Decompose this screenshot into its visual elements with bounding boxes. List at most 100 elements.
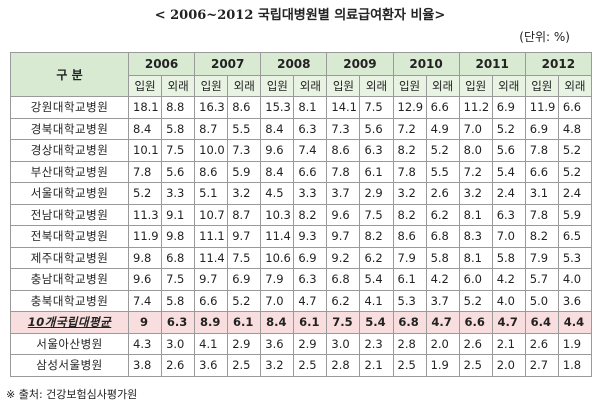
inpatient-value: 7.0 bbox=[260, 289, 295, 312]
outpatient-value: 8.7 bbox=[227, 203, 262, 226]
inpatient-value: 11.4 bbox=[194, 246, 229, 269]
outpatient-value: 7.0 bbox=[491, 225, 526, 248]
outpatient-value: 6.6 bbox=[425, 96, 460, 119]
inpatient-value: 3.7 bbox=[326, 182, 361, 205]
outpatient-value: 6.9 bbox=[293, 246, 328, 269]
inpatient-value: 6.1 bbox=[392, 268, 427, 291]
year-header: 2006 bbox=[127, 52, 196, 76]
outpatient-value: 5.4 bbox=[359, 311, 394, 334]
inpatient-value: 5.0 bbox=[524, 289, 559, 312]
outpatient-value: 2.9 bbox=[227, 332, 262, 355]
inpatient-value: 6.6 bbox=[524, 160, 559, 183]
inpatient-value: 2.7 bbox=[524, 354, 559, 377]
inpatient-value: 10.7 bbox=[194, 203, 229, 226]
outpatient-value: 5.9 bbox=[557, 203, 593, 226]
hospital-name: 경북대학교병원 bbox=[10, 117, 129, 140]
outpatient-value: 6.3 bbox=[161, 311, 196, 334]
outpatient-value: 4.4 bbox=[557, 311, 593, 334]
inpatient-value: 7.2 bbox=[392, 117, 427, 140]
inpatient-value: 6.2 bbox=[326, 289, 361, 312]
outpatient-value: 3.3 bbox=[293, 182, 328, 205]
outpatient-value: 6.3 bbox=[359, 139, 394, 162]
category-header: 구 분 bbox=[10, 52, 129, 97]
outpatient-value: 6.8 bbox=[161, 246, 196, 269]
outpatient-value: 5.2 bbox=[227, 289, 262, 312]
inpatient-value: 8.4 bbox=[260, 160, 295, 183]
inpatient-value: 6.9 bbox=[524, 117, 559, 140]
inpatient-value: 9.7 bbox=[326, 225, 361, 248]
inpatient-value: 5.2 bbox=[127, 182, 163, 205]
hospital-name: 삼성서울병원 bbox=[10, 354, 129, 377]
inpatient-value: 15.3 bbox=[260, 96, 295, 119]
inpatient-value: 16.3 bbox=[194, 96, 229, 119]
inpatient-value: 5.2 bbox=[458, 289, 493, 312]
inpatient-value: 9 bbox=[127, 311, 163, 334]
outpatient-value: 6.9 bbox=[227, 268, 262, 291]
inpatient-value: 7.8 bbox=[392, 160, 427, 183]
outpatient-header: 외래 bbox=[425, 75, 460, 97]
outpatient-value: 5.8 bbox=[161, 289, 196, 312]
inpatient-value: 5.3 bbox=[392, 289, 427, 312]
outpatient-value: 6.3 bbox=[293, 117, 328, 140]
inpatient-value: 2.5 bbox=[392, 354, 427, 377]
outpatient-value: 2.6 bbox=[161, 354, 196, 377]
hospital-name: 서울대학교병원 bbox=[10, 182, 129, 205]
inpatient-value: 6.8 bbox=[326, 268, 361, 291]
hospital-name: 전북대학교병원 bbox=[10, 225, 129, 248]
outpatient-value: 5.2 bbox=[557, 139, 593, 162]
inpatient-value: 7.5 bbox=[326, 311, 361, 334]
inpatient-value: 4.3 bbox=[127, 332, 163, 355]
inpatient-value: 7.8 bbox=[524, 139, 559, 162]
inpatient-value: 12.9 bbox=[392, 96, 427, 119]
hospital-ratio-table: 구 분 2006 2007 2008 2009 2010 2011 2012 입… bbox=[10, 52, 593, 377]
inpatient-value: 6.4 bbox=[524, 311, 559, 334]
inpatient-value: 11.1 bbox=[194, 225, 229, 248]
outpatient-value: 3.2 bbox=[227, 182, 262, 205]
table-row: 서울대학교병원 5.2 3.3 5.1 3.2 4.5 3.3 3.7 2.9 3.2 2.6 3.2… bbox=[10, 182, 593, 205]
outpatient-value: 7.5 bbox=[227, 246, 262, 269]
outpatient-value: 7.3 bbox=[227, 139, 262, 162]
table-row: 삼성서울병원 3.8 2.6 3.6 2.5 3.2 2.5 2.8 2.1 2.5 1.9 2.5 2… bbox=[10, 354, 593, 377]
outpatient-value: 6.5 bbox=[557, 225, 593, 248]
inpatient-value: 3.2 bbox=[392, 182, 427, 205]
inpatient-value: 8.9 bbox=[194, 311, 229, 334]
hospital-name: 제주대학교병원 bbox=[10, 246, 129, 269]
inpatient-value: 11.9 bbox=[127, 225, 163, 248]
inpatient-value: 2.8 bbox=[326, 354, 361, 377]
inpatient-value: 7.8 bbox=[326, 160, 361, 183]
table-row: 충북대학교병원 7.4 5.8 6.6 5.2 7.0 4.7 6.2 4.1 5.3 3.7 5.2… bbox=[10, 289, 593, 312]
unit-label: (단위: %) bbox=[519, 30, 570, 44]
outpatient-value: 5.8 bbox=[161, 117, 196, 140]
outpatient-value: 7.5 bbox=[161, 268, 196, 291]
outpatient-value: 2.4 bbox=[491, 182, 526, 205]
inpatient-value: 7.9 bbox=[392, 246, 427, 269]
outpatient-value: 4.7 bbox=[293, 289, 328, 312]
inpatient-value: 3.1 bbox=[524, 182, 559, 205]
outpatient-value: 2.0 bbox=[425, 332, 460, 355]
outpatient-value: 2.9 bbox=[293, 332, 328, 355]
inpatient-value: 5.1 bbox=[194, 182, 229, 205]
outpatient-header: 외래 bbox=[557, 75, 593, 97]
outpatient-value: 6.2 bbox=[425, 203, 460, 226]
outpatient-value: 5.6 bbox=[161, 160, 196, 183]
table-row: 부산대학교병원 7.8 5.6 8.6 5.9 8.4 6.6 7.8 6.1 7.8 5.5 7.2… bbox=[10, 160, 593, 183]
outpatient-value: 5.6 bbox=[491, 139, 526, 162]
outpatient-value: 5.4 bbox=[359, 268, 394, 291]
outpatient-value: 5.9 bbox=[227, 160, 262, 183]
hospital-name: 강원대학교병원 bbox=[10, 96, 129, 119]
outpatient-value: 4.1 bbox=[359, 289, 394, 312]
inpatient-value: 7.8 bbox=[524, 203, 559, 226]
outpatient-value: 4.0 bbox=[491, 289, 526, 312]
inpatient-header: 입원 bbox=[260, 75, 295, 97]
inpatient-value: 3.6 bbox=[260, 332, 295, 355]
outpatient-header: 외래 bbox=[161, 75, 196, 97]
source-note: ※ 출처: 건강보험심사평가원 bbox=[6, 388, 138, 401]
inpatient-value: 9.7 bbox=[194, 268, 229, 291]
outpatient-value: 5.5 bbox=[227, 117, 262, 140]
inpatient-value: 7.0 bbox=[458, 117, 493, 140]
outpatient-value: 4.2 bbox=[425, 268, 460, 291]
year-header: 2010 bbox=[392, 52, 460, 76]
table-row: 서울아산병원 4.3 3.0 4.1 2.9 3.6 2.9 3.0 2.3 2.8 2.0 2.6 2… bbox=[10, 332, 593, 355]
outpatient-value: 5.5 bbox=[425, 160, 460, 183]
year-header: 2008 bbox=[260, 52, 328, 76]
